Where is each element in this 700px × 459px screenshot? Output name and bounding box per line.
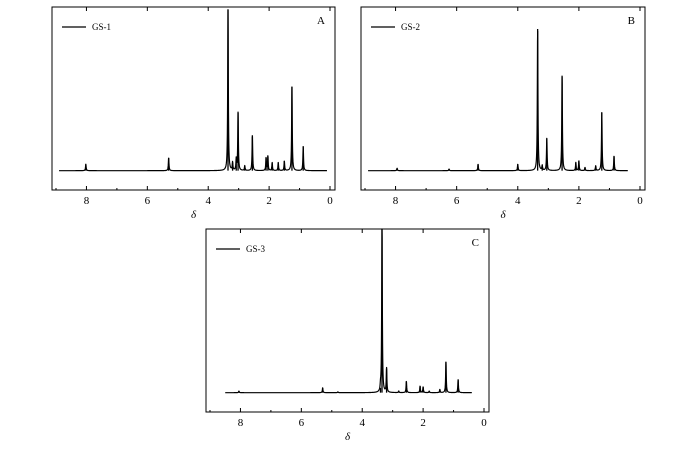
panel-letter: A [317,15,325,27]
spectrum-panel-c: 8 6 4 2 0 δ C GS-3 [205,228,490,443]
spectrum-panel-b: 8 6 4 2 0 δ B GS-2 [360,6,646,221]
plot-frame [205,228,490,413]
x-tick-label: 2 [420,417,426,429]
panel-letter: C [472,237,479,249]
spectrum-line-gs-2 [367,30,629,172]
x-tick-label: 8 [238,417,244,429]
legend-label: GS-1 [92,22,111,32]
legend-label: GS-3 [246,244,266,254]
x-tick-label: 6 [145,195,151,207]
x-axis-label: δ [500,209,506,221]
panel-letter: B [628,15,635,27]
x-tick-label: 4 [359,417,365,429]
x-tick-label: 6 [454,195,460,207]
x-tick-label: 0 [637,195,643,207]
spectrum-panel-a: 8 6 4 2 0 δ A GS-1 [51,6,336,221]
x-tick-label: 2 [266,195,272,207]
plot-frame [360,6,646,191]
legend-label: GS-2 [401,22,420,32]
spectrum-line-gs-3 [224,228,473,394]
x-tick-label: 2 [576,195,582,207]
x-axis-label: δ [345,431,351,443]
x-axis-label: δ [191,209,197,221]
x-tick-label: 4 [515,195,521,207]
spectrum-line-gs-1 [58,9,328,172]
x-tick-label: 4 [205,195,211,207]
plot-frame [51,6,336,191]
x-tick-label: 8 [393,195,399,207]
x-tick-label: 8 [84,195,90,207]
x-tick-label: 6 [299,417,305,429]
x-tick-label: 0 [327,195,333,207]
x-tick-label: 0 [481,417,487,429]
